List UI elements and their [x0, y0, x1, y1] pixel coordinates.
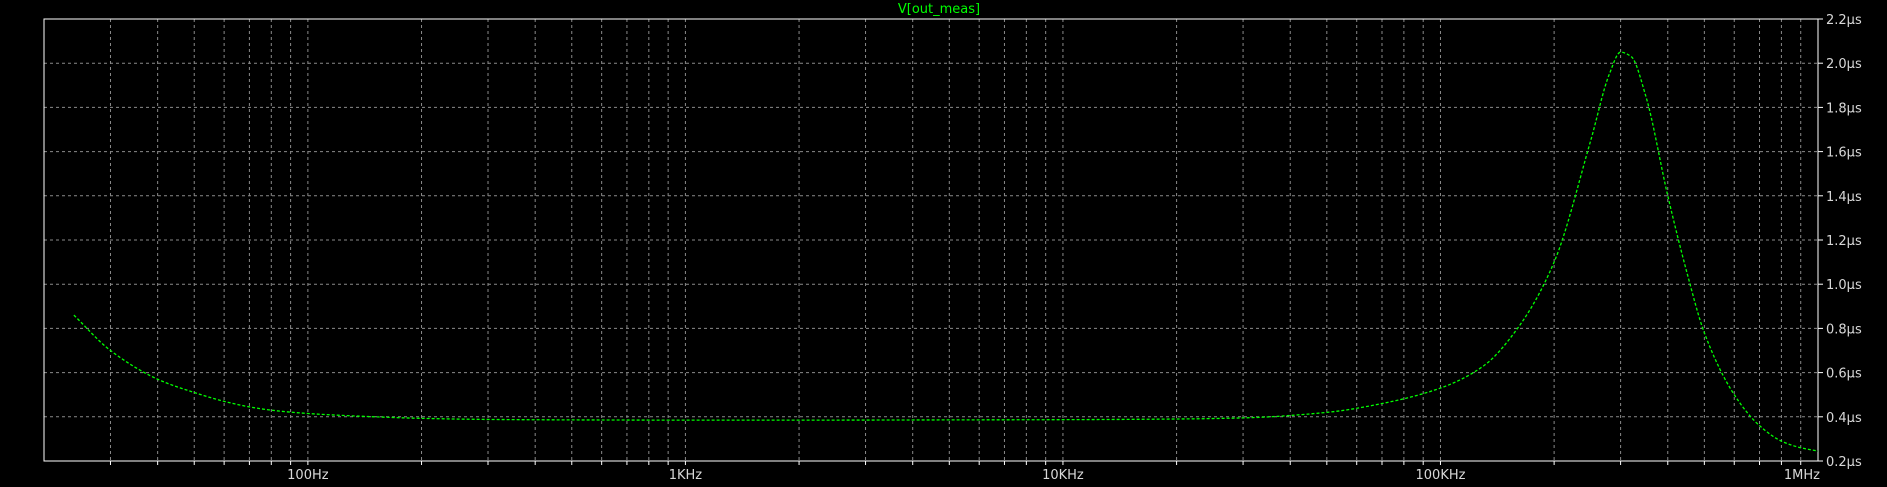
y-tick-label: 0.4µs: [1826, 411, 1862, 426]
y-tick-label: 0.8µs: [1826, 322, 1862, 337]
y-tick-label: 1.4µs: [1826, 190, 1862, 205]
x-tick-label: 1KHz: [669, 468, 703, 483]
y-tick-label: 1.8µs: [1826, 101, 1862, 116]
y-tick-label: 0.6µs: [1826, 367, 1862, 382]
y-tick-label: 2.0µs: [1826, 57, 1862, 72]
trace-title[interactable]: V[out_meas]: [898, 2, 980, 17]
grid-lines: [44, 19, 1818, 461]
series-line-0[interactable]: [73, 51, 1819, 452]
x-tick-label: 100Hz: [287, 468, 329, 483]
axis-ticks: 0.2µs 0.4µs 0.6µs 0.8µs 1.0µs 1.2µs 1.4µs 1.6µs…: [109, 13, 1862, 483]
x-tick-label: 10KHz: [1042, 468, 1084, 483]
y-tick-label: 1.6µs: [1826, 146, 1862, 161]
trace-layer: [73, 51, 1819, 452]
y-tick-label: 1.2µs: [1826, 234, 1862, 249]
y-tick-label: 2.2µs: [1826, 13, 1862, 28]
x-tick-label: 100KHz: [1416, 468, 1466, 483]
y-tick-label: 1.0µs: [1826, 278, 1862, 293]
x-tick-label: 1MHz: [1784, 468, 1820, 483]
y-tick-label: 0.2µs: [1826, 455, 1862, 470]
